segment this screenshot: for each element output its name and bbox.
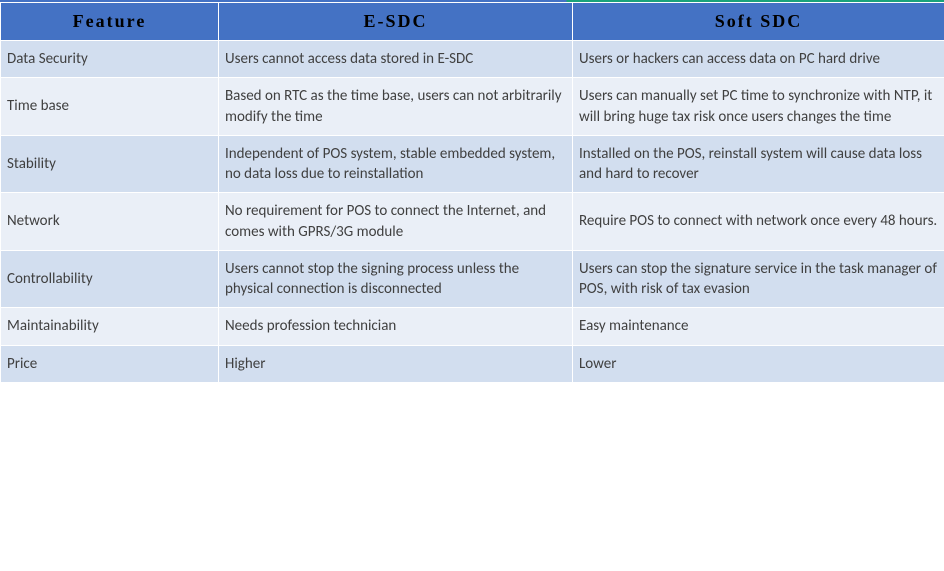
table-header-row: Feature E-SDC Soft SDC [1, 3, 944, 41]
esdc-cell: No requirement for POS to connect the In… [219, 193, 573, 251]
feature-cell: Maintainability [1, 308, 219, 345]
soft-cell: Installed on the POS, reinstall system w… [573, 135, 944, 193]
esdc-cell: Independent of POS system, stable embedd… [219, 135, 573, 193]
soft-cell: Easy maintenance [573, 308, 944, 345]
column-header-esdc: E-SDC [219, 3, 573, 41]
table-row: Controllability Users cannot stop the si… [1, 250, 944, 308]
column-header-soft: Soft SDC [573, 3, 944, 41]
soft-cell: Users can stop the signature service in … [573, 250, 944, 308]
soft-cell: Require POS to connect with network once… [573, 193, 944, 251]
esdc-cell: Needs profession technician [219, 308, 573, 345]
feature-cell: Stability [1, 135, 219, 193]
feature-cell: Network [1, 193, 219, 251]
comparison-table: Feature E-SDC Soft SDC Data Security Use… [0, 2, 944, 383]
feature-cell: Data Security [1, 41, 219, 78]
column-header-feature: Feature [1, 3, 219, 41]
esdc-cell: Higher [219, 345, 573, 382]
soft-cell: Users or hackers can access data on PC h… [573, 41, 944, 78]
table-row: Price Higher Lower [1, 345, 944, 382]
table-row: Network No requirement for POS to connec… [1, 193, 944, 251]
table-row: Maintainability Needs profession technic… [1, 308, 944, 345]
table-body: Data Security Users cannot access data s… [1, 41, 944, 383]
esdc-cell: Users cannot access data stored in E-SDC [219, 41, 573, 78]
soft-cell: Lower [573, 345, 944, 382]
soft-cell: Users can manually set PC time to synchr… [573, 78, 944, 136]
table-row: Data Security Users cannot access data s… [1, 41, 944, 78]
esdc-cell: Users cannot stop the signing process un… [219, 250, 573, 308]
feature-cell: Controllability [1, 250, 219, 308]
feature-cell: Time base [1, 78, 219, 136]
table-row: Stability Independent of POS system, sta… [1, 135, 944, 193]
table-row: Time base Based on RTC as the time base,… [1, 78, 944, 136]
esdc-cell: Based on RTC as the time base, users can… [219, 78, 573, 136]
feature-cell: Price [1, 345, 219, 382]
